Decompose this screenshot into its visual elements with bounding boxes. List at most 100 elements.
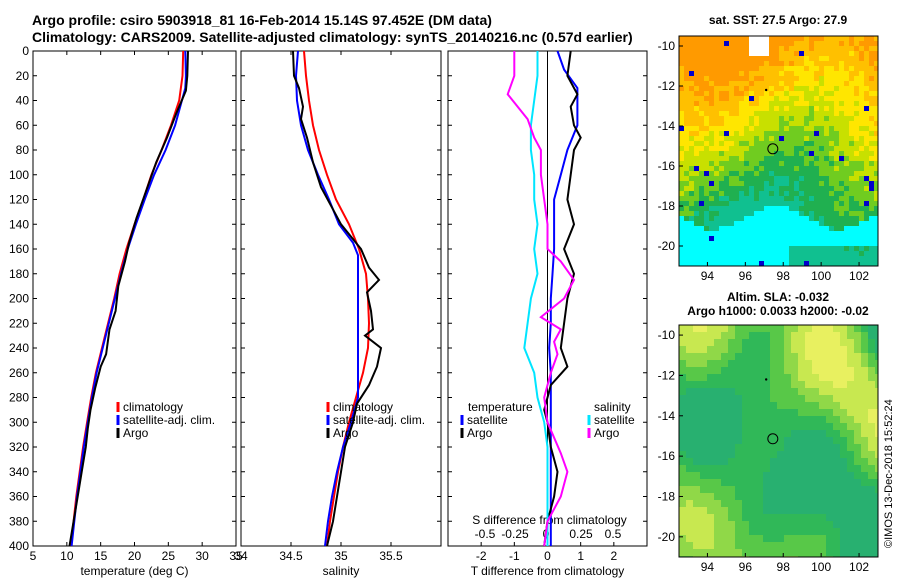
map-cell — [704, 261, 709, 266]
series-line-satellite-adj-clim- — [294, 50, 359, 547]
map-cell — [794, 246, 799, 251]
map-cell — [714, 206, 719, 211]
map-cell — [874, 226, 878, 231]
map-cell — [744, 116, 749, 121]
map-cell — [847, 465, 854, 472]
map-cell — [819, 201, 824, 206]
map-cell — [742, 409, 749, 416]
map-cell — [686, 325, 693, 332]
map-cell — [714, 409, 721, 416]
map-cell — [699, 211, 704, 216]
map-cell — [834, 171, 839, 176]
map-cell — [854, 126, 859, 131]
map-cell — [840, 339, 847, 346]
map-cell — [764, 166, 769, 171]
map-cell — [700, 493, 707, 500]
map-cell — [739, 66, 744, 71]
y-tick-label: 260 — [9, 366, 29, 380]
map-cell — [864, 241, 869, 246]
map-cell — [754, 146, 759, 151]
map-cell — [693, 416, 700, 423]
map-cell — [791, 409, 798, 416]
map-cell — [812, 381, 819, 388]
map-cell — [874, 96, 878, 101]
map-cell — [699, 261, 704, 266]
map-cell — [714, 241, 719, 246]
map-cell — [774, 131, 779, 136]
map-cell — [826, 535, 833, 542]
map-cell — [854, 191, 859, 196]
map-cell — [798, 486, 805, 493]
map-cell — [799, 161, 804, 166]
map-cell — [749, 166, 754, 171]
map-cell — [812, 374, 819, 381]
map-cell — [742, 416, 749, 423]
map-cell — [829, 51, 834, 56]
map-cell — [840, 367, 847, 374]
map-cell — [707, 507, 714, 514]
map-cell — [734, 236, 739, 241]
map-cell — [754, 206, 759, 211]
map-cell — [724, 211, 729, 216]
map-cell — [798, 451, 805, 458]
map-cell — [739, 241, 744, 246]
map-cell — [759, 136, 764, 141]
map-cell — [728, 542, 735, 549]
map-cell — [719, 96, 724, 101]
map-cell — [749, 542, 756, 549]
map-cell — [784, 256, 789, 261]
map-cell — [721, 535, 728, 542]
map-cell — [724, 51, 729, 56]
map-cell — [724, 171, 729, 176]
map-cell — [809, 166, 814, 171]
map-cell — [779, 46, 784, 51]
map-cell — [700, 360, 707, 367]
map-cell — [839, 221, 844, 226]
map-cell — [854, 76, 859, 81]
map-cell — [704, 56, 709, 61]
map-cell — [789, 191, 794, 196]
y-tick-label: -12 — [658, 79, 676, 93]
map-cell — [714, 236, 719, 241]
map-cell — [849, 211, 854, 216]
map-cell — [756, 472, 763, 479]
map-cell — [819, 171, 824, 176]
map-cell — [686, 528, 693, 535]
map-cell — [764, 51, 769, 56]
map-cell — [794, 201, 799, 206]
map-cell — [824, 256, 829, 261]
map-cell — [721, 360, 728, 367]
map-cell — [764, 116, 769, 121]
map-cell — [847, 500, 854, 507]
map-cell — [777, 381, 784, 388]
map-cell — [864, 61, 869, 66]
map-cell — [798, 402, 805, 409]
map-cell — [874, 201, 878, 206]
map-cell — [714, 549, 721, 556]
map-cell — [834, 131, 839, 136]
map-cell — [684, 91, 689, 96]
map-cell — [769, 241, 774, 246]
map-cell — [693, 500, 700, 507]
map-cell — [847, 332, 854, 339]
map-cell — [789, 116, 794, 121]
map-cell — [739, 231, 744, 236]
map-cell — [759, 196, 764, 201]
map-cell — [804, 146, 809, 151]
map-cell — [789, 36, 794, 41]
map-cell — [742, 374, 749, 381]
map-cell — [874, 246, 878, 251]
map-cell — [864, 91, 869, 96]
map-cell — [839, 56, 844, 61]
map-cell — [728, 521, 735, 528]
map-cell — [798, 374, 805, 381]
map-cell — [709, 101, 714, 106]
map-cell — [679, 151, 684, 156]
map-cell — [784, 116, 789, 121]
map-cell — [684, 171, 689, 176]
map-cell — [869, 121, 874, 126]
map-cell — [854, 493, 861, 500]
map-cell — [694, 221, 699, 226]
map-cell — [679, 131, 684, 136]
map-cell — [784, 444, 791, 451]
